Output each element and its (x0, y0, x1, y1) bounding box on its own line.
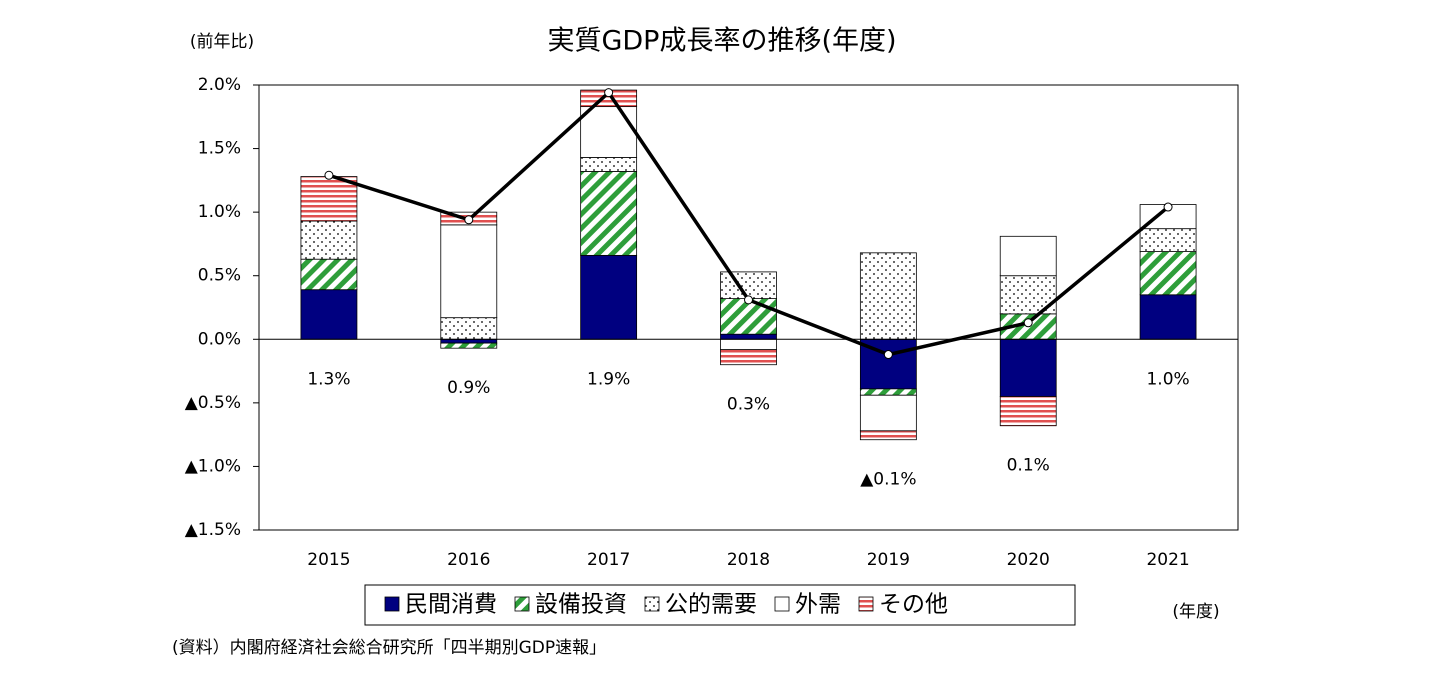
bar-segment (1139, 228, 1197, 252)
bar-segment (300, 176, 358, 222)
legend-swatch (384, 596, 400, 612)
legend-label: 設備投資 (535, 592, 627, 618)
total-point (744, 295, 753, 305)
y-tick-label: 1.0% (198, 202, 241, 222)
bar-segment (859, 252, 917, 340)
bar-segment (720, 338, 777, 350)
y-tick-label: ▲1.5% (185, 520, 241, 540)
bar-segment (440, 317, 498, 340)
bar-segment (440, 338, 498, 344)
total-point (604, 88, 614, 98)
bar-segment (580, 171, 638, 256)
value-label: 0.1% (1007, 456, 1050, 476)
legend-label: 公的需要 (665, 592, 757, 618)
legend-swatch (644, 596, 660, 612)
x-tick-label: 2020 (1007, 550, 1050, 570)
y-tick-label: 1.5% (198, 139, 241, 159)
bar-segment (440, 342, 498, 349)
value-label: 1.9% (587, 369, 630, 389)
value-label: 1.0% (1146, 369, 1189, 389)
bar-segment (580, 157, 638, 172)
y-axis-label: (前年比) (190, 32, 254, 52)
legend-swatch (774, 596, 790, 612)
x-tick-label: 2018 (727, 550, 770, 570)
bar-segment (720, 298, 777, 335)
x-tick-label: 2015 (307, 550, 350, 570)
legend-label: 外需 (795, 592, 841, 618)
bar-segment (859, 388, 917, 396)
bar-segment (720, 333, 777, 340)
bar-segment (999, 396, 1057, 427)
bar-segment (300, 258, 358, 291)
total-point (464, 215, 474, 225)
legend-label: その他 (879, 592, 948, 618)
legend (364, 584, 1076, 626)
bar-segment (300, 289, 358, 340)
bar-segment (720, 349, 777, 366)
total-point (883, 350, 893, 360)
bar-segment (999, 338, 1057, 397)
y-tick-label: 0.0% (198, 329, 241, 349)
bar-segment (300, 220, 358, 260)
bar-segment (580, 254, 638, 340)
bar-segment (859, 430, 917, 441)
bar-segment (859, 394, 917, 432)
bar-segment (440, 224, 498, 319)
bar-segment (720, 271, 777, 299)
value-label: 0.9% (447, 378, 490, 398)
total-point (324, 170, 334, 180)
legend-label: 民間消費 (405, 592, 497, 618)
y-tick-label: ▲1.0% (185, 456, 241, 476)
source: (資料）内閣府経済社会総合研究所「四半期別GDP速報」 (172, 638, 606, 658)
x-axis-label: (年度) (1172, 602, 1219, 622)
total-point (1023, 318, 1033, 328)
bar-segment (1139, 294, 1197, 340)
total-point (1163, 202, 1173, 212)
y-tick-label: 0.5% (198, 266, 241, 286)
y-tick-label: ▲0.5% (185, 393, 241, 413)
x-tick-label: 2019 (867, 550, 910, 570)
bar-segment (580, 106, 638, 158)
value-label: ▲0.1% (860, 470, 916, 490)
bar-segment (1139, 251, 1197, 296)
y-tick-label: 2.0% (198, 75, 241, 95)
x-tick-label: 2017 (587, 550, 630, 570)
value-label: 0.3% (727, 395, 770, 415)
bar-segment (999, 235, 1057, 277)
x-tick-label: 2016 (447, 550, 490, 570)
value-label: 1.3% (307, 369, 350, 389)
legend-swatch (858, 596, 874, 612)
legend-swatch (514, 596, 530, 612)
chart-title: 実質GDP成長率の推移(年度) (547, 26, 896, 57)
x-tick-label: 2021 (1146, 550, 1189, 570)
